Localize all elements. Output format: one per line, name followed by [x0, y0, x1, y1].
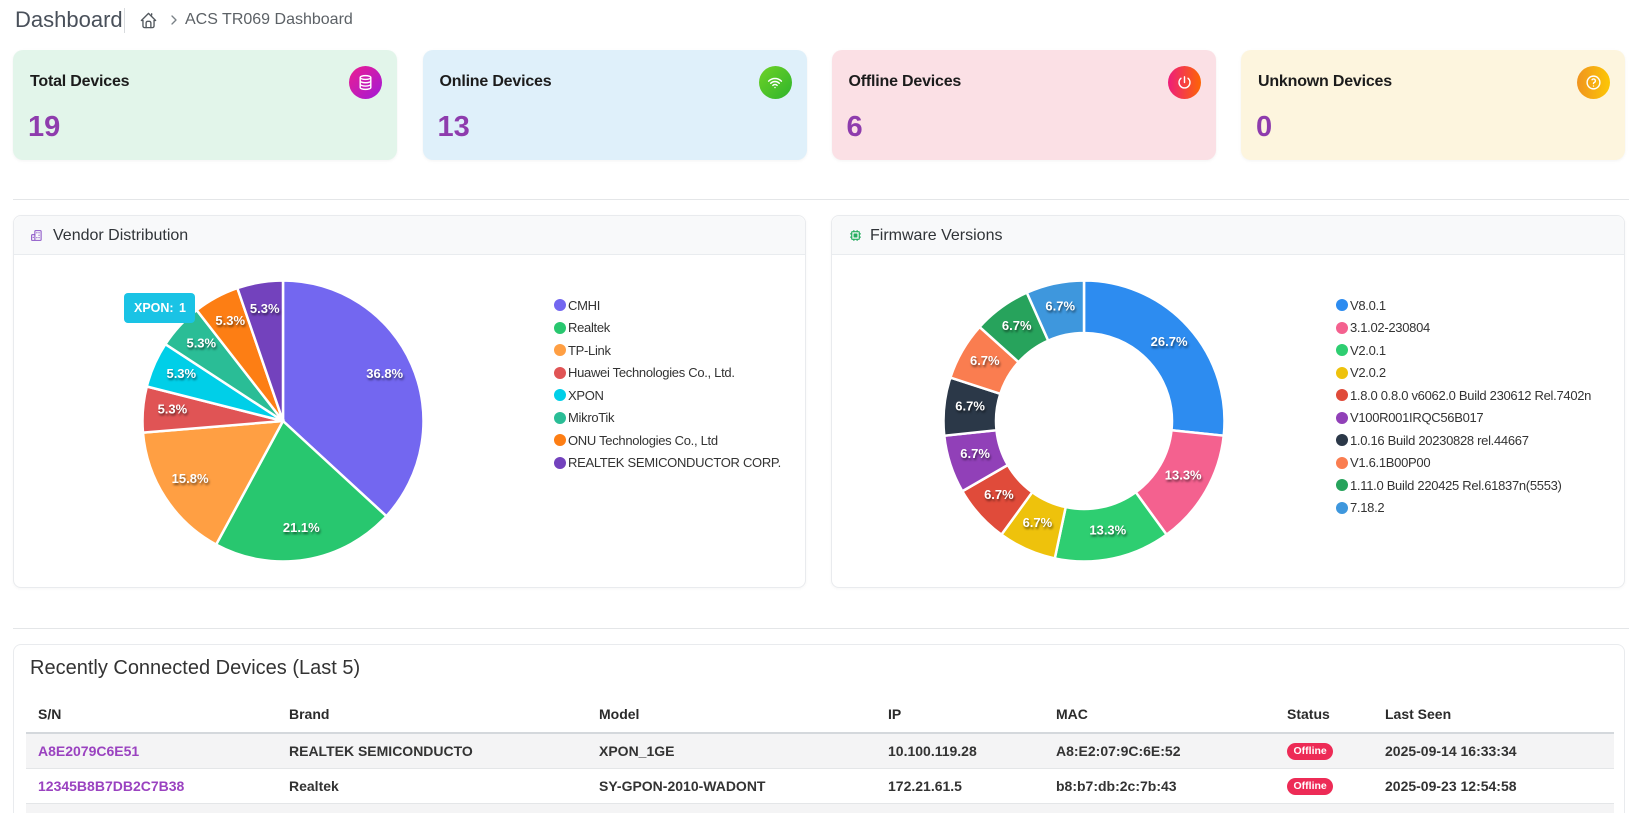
svg-text:13.3%: 13.3%: [1089, 523, 1126, 538]
svg-text:15.8%: 15.8%: [172, 471, 209, 486]
svg-text:26.7%: 26.7%: [1151, 334, 1188, 349]
svg-text:6.7%: 6.7%: [955, 399, 985, 414]
svg-text:6.7%: 6.7%: [960, 446, 990, 461]
svg-text:6.7%: 6.7%: [1023, 515, 1053, 530]
svg-text:6.7%: 6.7%: [984, 487, 1014, 502]
svg-text:36.8%: 36.8%: [366, 366, 403, 381]
svg-text:5.3%: 5.3%: [166, 366, 196, 381]
svg-text:6.7%: 6.7%: [1002, 318, 1032, 333]
svg-text:5.3%: 5.3%: [158, 401, 188, 416]
svg-text:6.7%: 6.7%: [970, 353, 1000, 368]
svg-text:5.3%: 5.3%: [250, 301, 280, 316]
svg-text:5.3%: 5.3%: [186, 335, 216, 350]
svg-text:13.3%: 13.3%: [1165, 468, 1202, 483]
svg-text:21.1%: 21.1%: [283, 520, 320, 535]
svg-text:5.3%: 5.3%: [215, 313, 245, 328]
svg-text:6.7%: 6.7%: [1045, 299, 1075, 314]
